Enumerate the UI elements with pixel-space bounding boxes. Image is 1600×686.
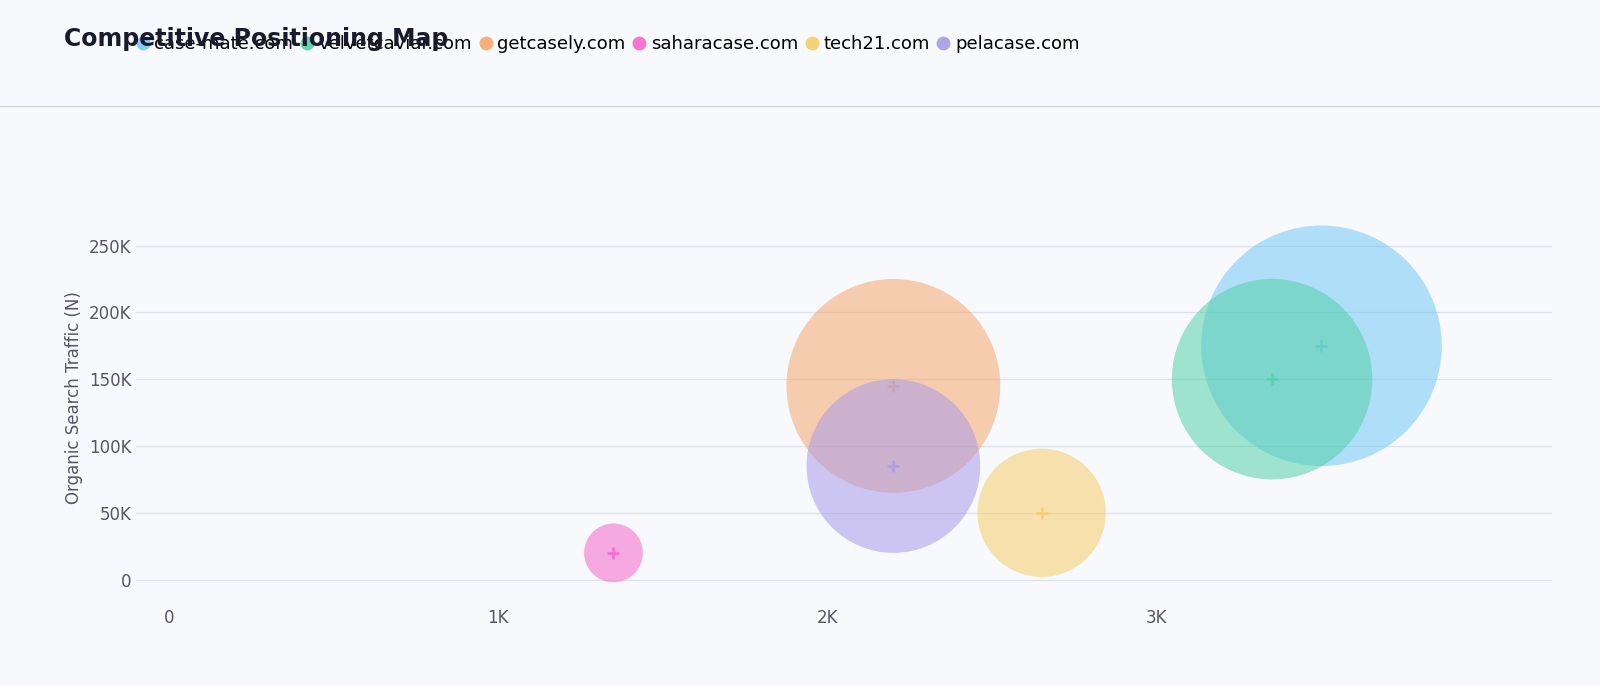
Text: Competitive Positioning Map: Competitive Positioning Map (64, 27, 448, 51)
Y-axis label: Organic Search Traffic (N): Organic Search Traffic (N) (66, 292, 83, 504)
Ellipse shape (1202, 226, 1442, 466)
Legend: case-mate.com, velvetcaviar.com, getcasely.com, saharacase.com, tech21.com, pela: case-mate.com, velvetcaviar.com, getcase… (131, 28, 1086, 60)
Ellipse shape (978, 449, 1106, 577)
Ellipse shape (806, 379, 981, 553)
Ellipse shape (1171, 279, 1373, 480)
Ellipse shape (584, 523, 643, 582)
Ellipse shape (787, 279, 1000, 493)
